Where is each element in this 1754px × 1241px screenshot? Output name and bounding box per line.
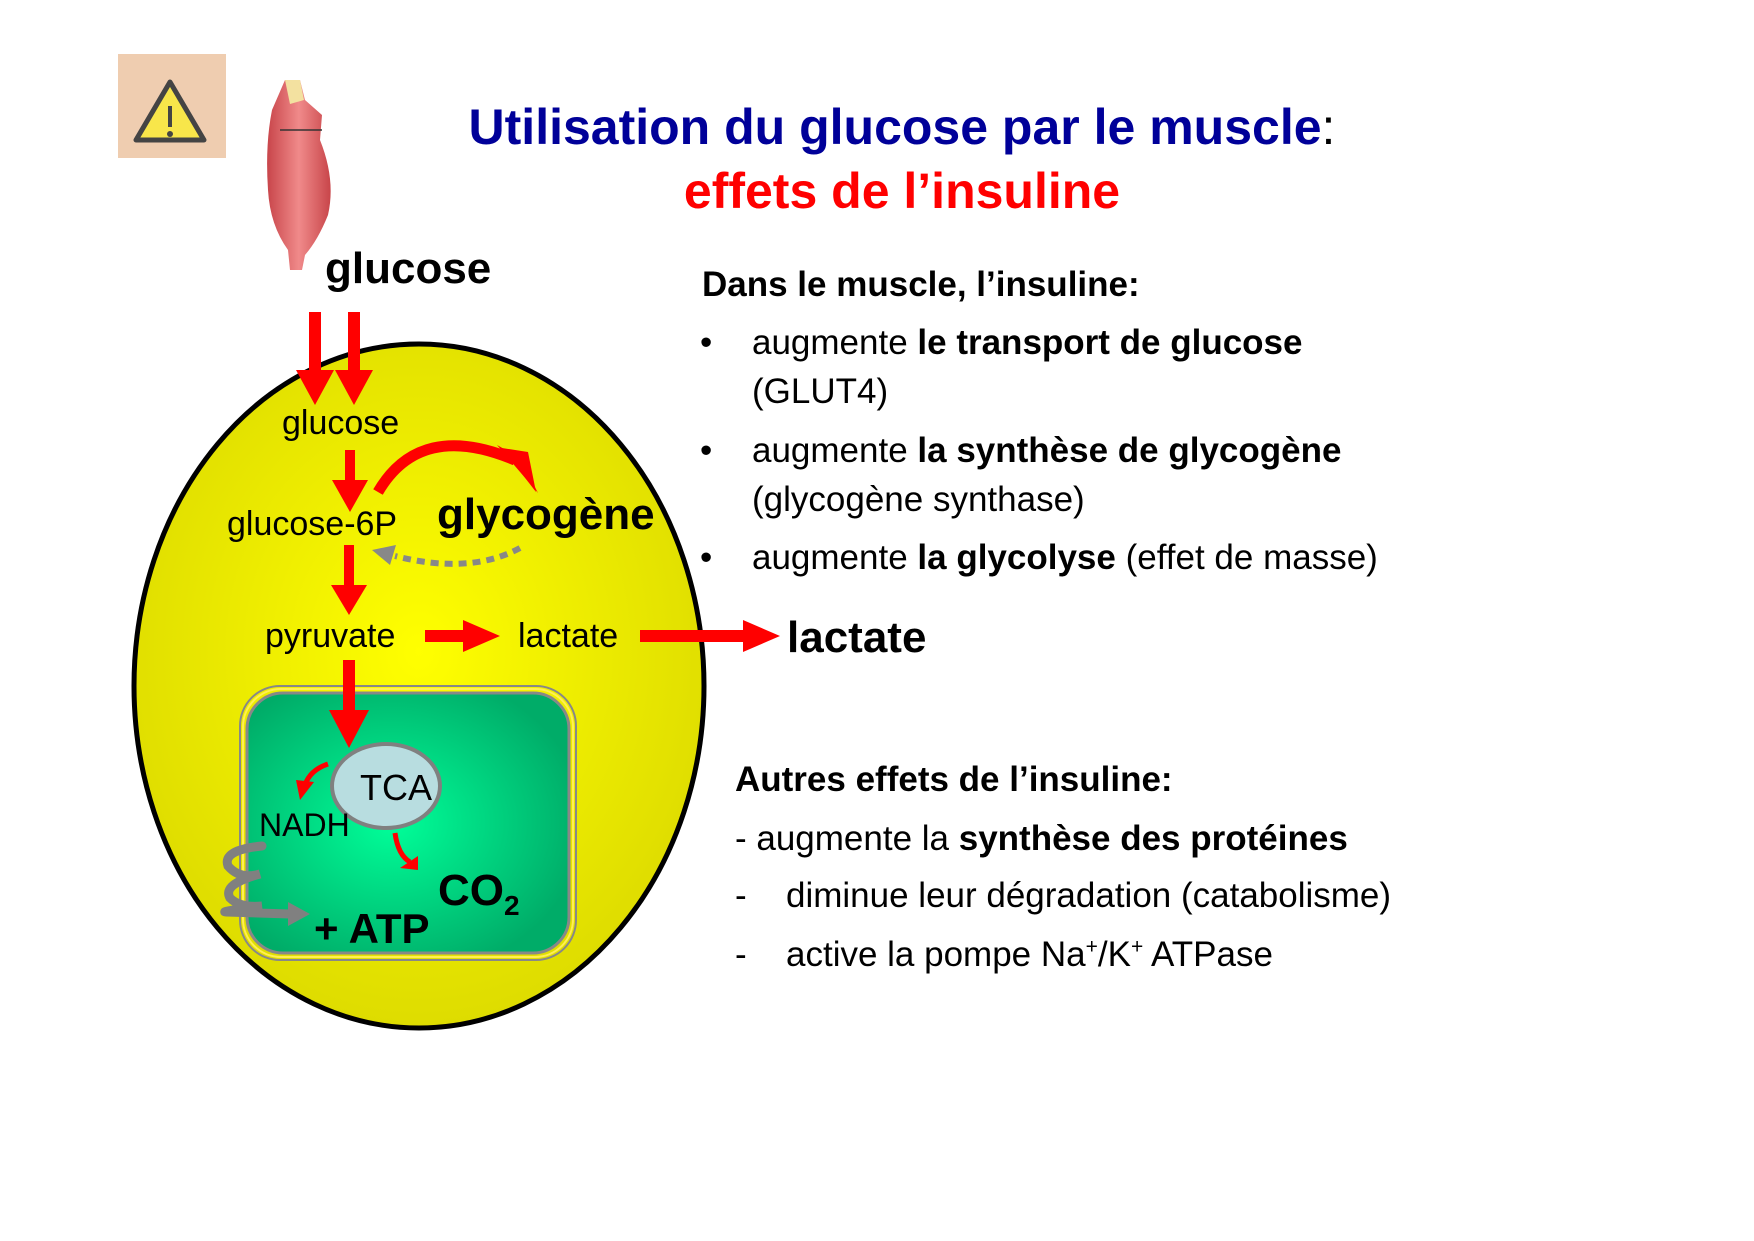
dash: - xyxy=(735,935,747,974)
label-atp: + ATP xyxy=(314,905,430,952)
list-item-detail: (GLUT4) xyxy=(752,372,889,411)
arrows xyxy=(296,312,780,870)
other-effect-item: - augmente la synthèse des protéines xyxy=(735,819,1348,858)
lactate-export-arrow xyxy=(640,620,780,652)
label-glucose-inside: glucose xyxy=(282,404,400,442)
muscle-image xyxy=(267,80,331,270)
page-subtitle: effets de l’insuline xyxy=(683,163,1121,219)
glucose-uptake-arrow xyxy=(335,312,373,405)
glycogenesis-arrow xyxy=(373,440,518,495)
list-item: augmente la synthèse de glycogène xyxy=(752,431,1342,470)
electron-transport-arrow xyxy=(220,841,295,919)
other-effect-item: active la pompe Na+/K+ ATPase xyxy=(786,935,1273,974)
pyruvate-to-tca-arrow xyxy=(329,660,369,748)
glucose-uptake-arrow xyxy=(296,312,334,405)
tca-co2-arrow xyxy=(392,832,412,865)
label-glycogene: glycogène xyxy=(437,490,655,539)
page-title: Utilisation du glucose par le muscle: xyxy=(468,99,1336,155)
label-lactate-outside: lactate xyxy=(787,613,927,662)
label-tca: TCA xyxy=(360,767,432,808)
label-pyruvate: pyruvate xyxy=(265,617,396,655)
other-effects-heading: Autres effets de l’insuline: xyxy=(735,760,1173,799)
glucose-to-g6p-arrow xyxy=(332,450,368,512)
glycogenolysis-arrow xyxy=(394,545,522,567)
list-item: augmente le transport de glucose xyxy=(752,323,1303,362)
other-effect-item: diminue leur dégradation (catabolisme) xyxy=(786,876,1392,915)
bullet: • xyxy=(700,538,713,577)
g6p-to-pyruvate-arrow xyxy=(331,545,367,615)
bullet: • xyxy=(700,323,713,362)
tca-cycle xyxy=(330,742,442,830)
list-item-detail: (glycogène synthase) xyxy=(752,480,1085,519)
dash: - xyxy=(735,876,747,915)
label-co2: CO2 xyxy=(438,866,520,921)
label-glucose-outside: glucose xyxy=(325,244,492,293)
pyruvate-to-lactate-arrow xyxy=(425,620,500,652)
label-nadh: NADH xyxy=(259,807,350,843)
list-item: augmente la glycolyse (effet de masse) xyxy=(752,538,1378,577)
muscle-effects-heading: Dans le muscle, l’insuline: xyxy=(702,265,1140,304)
bullet: • xyxy=(700,431,713,470)
warning-triangle-icon xyxy=(118,54,226,158)
label-lactate-inside: lactate xyxy=(518,617,619,655)
label-glucose-6p: glucose-6P xyxy=(227,505,398,543)
